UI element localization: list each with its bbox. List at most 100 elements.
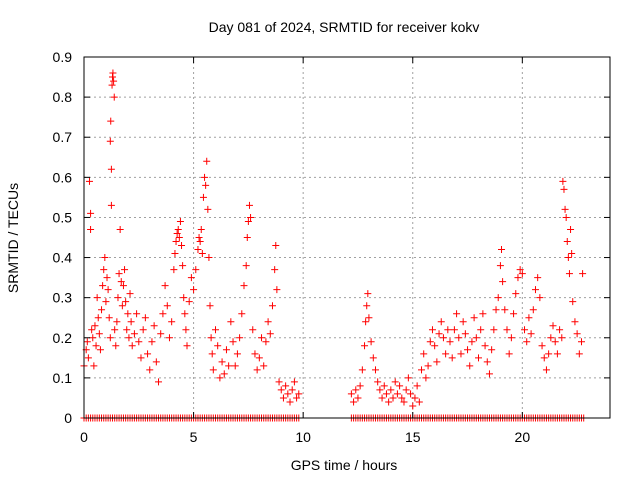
data-point: [470, 314, 478, 322]
y-tick-label: 0.1: [53, 370, 73, 386]
data-point: [371, 366, 379, 374]
data-point: [563, 238, 571, 246]
data-point: [242, 262, 250, 270]
data-point: [356, 382, 364, 390]
data-point: [290, 378, 298, 386]
data-point: [437, 318, 445, 326]
data-point: [165, 334, 173, 342]
data-point: [510, 310, 518, 318]
data-point: [260, 362, 268, 370]
data-point: [558, 334, 566, 342]
data-point: [130, 330, 138, 338]
data-point: [536, 294, 544, 302]
data-point: [553, 350, 561, 358]
data-point: [286, 398, 294, 406]
data-point: [277, 386, 285, 394]
data-point: [180, 294, 188, 302]
data-point: [218, 358, 226, 366]
data-point: [251, 350, 259, 358]
data-point: [148, 338, 156, 346]
data-point: [545, 350, 553, 358]
data-point: [398, 394, 406, 402]
data-point: [87, 225, 95, 233]
data-point: [374, 378, 382, 386]
data-point: [466, 362, 474, 370]
data-point: [99, 282, 107, 290]
x-tick-label: 0: [80, 429, 88, 445]
data-point: [273, 286, 281, 294]
data-point: [479, 310, 487, 318]
data-point: [264, 318, 272, 326]
data-point: [125, 334, 133, 342]
data-point: [496, 262, 504, 270]
data-point: [354, 394, 362, 402]
data-point: [121, 266, 129, 274]
data-point: [542, 366, 550, 374]
data-point: [564, 254, 572, 262]
data-point: [396, 382, 404, 390]
data-point: [422, 374, 430, 382]
grid-lines: [84, 57, 610, 418]
data-point: [391, 378, 399, 386]
data-point: [244, 217, 252, 225]
y-tick-label: 0.8: [53, 89, 73, 105]
data-point: [521, 326, 529, 334]
data-point: [288, 386, 296, 394]
data-point: [229, 338, 237, 346]
data-point: [179, 262, 187, 270]
data-point: [201, 173, 209, 181]
data-point: [93, 294, 101, 302]
y-tick-label: 0.9: [53, 49, 73, 65]
data-point: [183, 342, 191, 350]
data-point: [485, 370, 493, 378]
data-point: [413, 382, 421, 390]
data-point: [117, 278, 125, 286]
data-point: [426, 338, 434, 346]
data-point: [146, 366, 154, 374]
data-point: [139, 326, 147, 334]
data-point: [174, 225, 182, 233]
data-point: [113, 318, 121, 326]
data-point: [106, 334, 114, 342]
data-point: [102, 298, 110, 306]
data-point: [569, 298, 577, 306]
data-point: [240, 282, 248, 290]
data-point: [83, 338, 91, 346]
data-point: [94, 314, 102, 322]
data-point: [107, 117, 115, 125]
data-point: [562, 213, 570, 221]
data-point: [115, 270, 123, 278]
data-point: [144, 350, 152, 358]
data-point: [222, 346, 230, 354]
data-point: [376, 386, 384, 394]
data-point: [369, 354, 377, 362]
data-point: [255, 354, 263, 362]
data-point: [442, 350, 450, 358]
data-point: [253, 366, 261, 374]
data-point: [490, 326, 498, 334]
axes: 0 0.1 0.2 0.3 0.4 0.5 0.6 0.7 0.8 0.9 0 5 10 15 20: [53, 49, 611, 445]
data-point: [389, 394, 397, 402]
data-point: [98, 306, 106, 314]
data-point: [540, 354, 548, 362]
data-point: [362, 318, 370, 326]
data-point: [106, 137, 114, 145]
data-point: [135, 338, 143, 346]
y-tick-label: 0.5: [53, 209, 73, 225]
data-point: [178, 242, 186, 250]
data-point: [556, 326, 564, 334]
data-points: [80, 69, 588, 422]
data-point: [365, 314, 373, 322]
x-axis-label: GPS time / hours: [291, 457, 398, 473]
data-point: [176, 217, 184, 225]
data-point: [195, 234, 203, 241]
data-point: [111, 326, 119, 334]
data-point: [461, 330, 469, 338]
data-point: [95, 330, 103, 338]
data-point: [107, 165, 115, 173]
data-point: [89, 334, 97, 342]
data-point: [152, 358, 160, 366]
data-point: [204, 205, 212, 213]
data-point: [382, 390, 390, 398]
